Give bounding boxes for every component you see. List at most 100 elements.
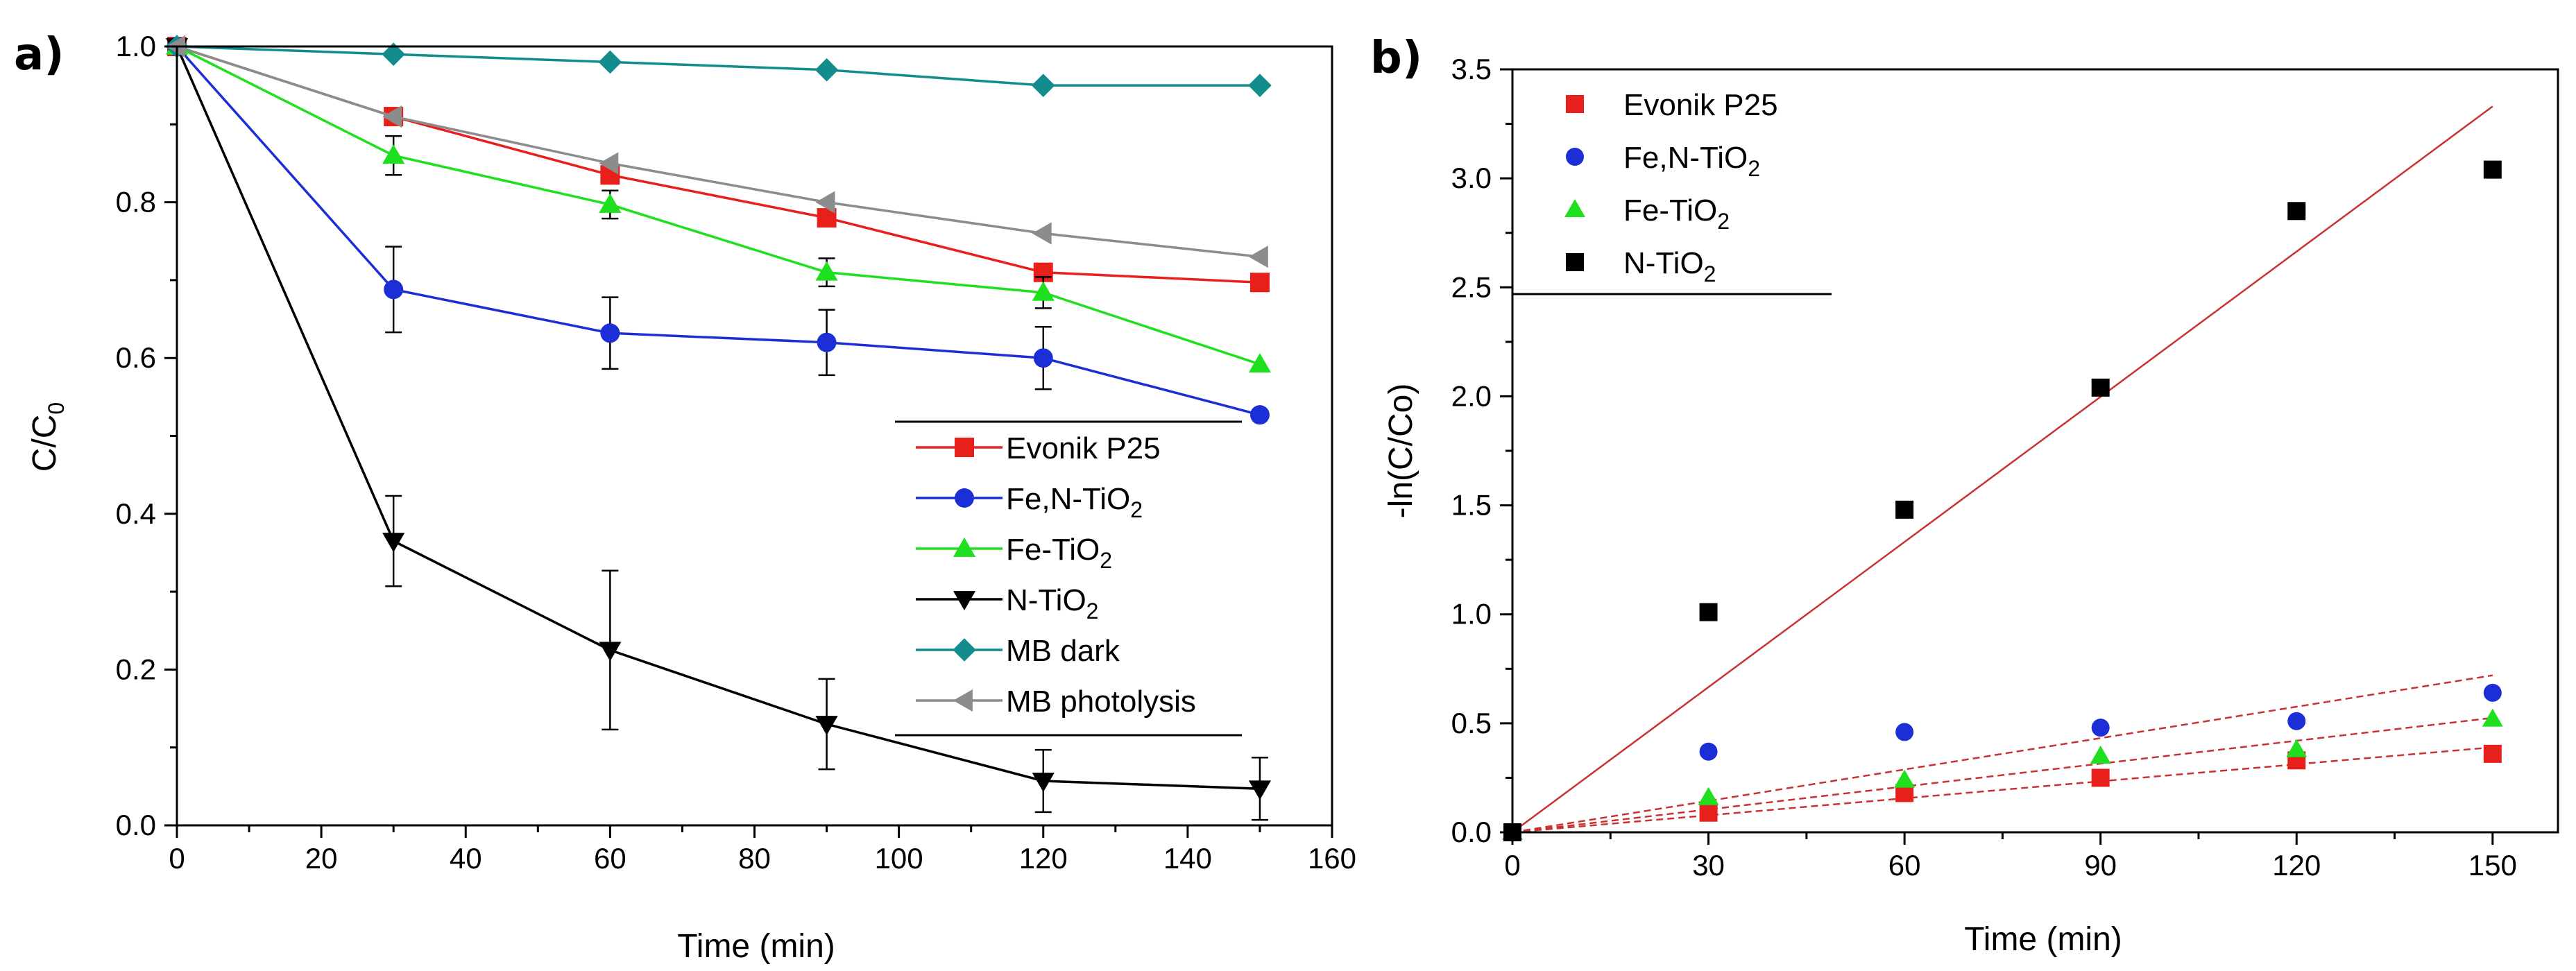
panel-a-point-fe-n-tio2 (1033, 348, 1053, 368)
panel-a-line-mb-dark (176, 45, 1260, 87)
panel-b-legend-label-n-tio2: N-TiO2 (1623, 246, 1716, 286)
panel-a-y-tick-label: 1.0 (116, 30, 156, 62)
panel-b-frame (1511, 68, 2559, 834)
panel-b-fit-line-n-tio2 (1512, 105, 2493, 834)
panel-a-y-tick-label: 0.8 (116, 186, 156, 218)
panel-a-line-n-tio2 (176, 46, 1261, 790)
panel-b-point-fe-tio2 (2090, 746, 2111, 764)
panel-b-legend-marker-evonik-p25 (1566, 95, 1584, 113)
panel-b-point-fe-n-tio2 (2287, 712, 2306, 730)
panel-b-fit-line-evonik-p25 (1512, 746, 2493, 834)
panel-a-y-tick-label: 0.2 (116, 653, 156, 685)
panel-a-legend-marker-n-tio2 (953, 591, 976, 611)
panel-a-point-n-tio2 (382, 533, 405, 553)
panel-a-y-tick-label: 0.0 (116, 809, 156, 841)
panel-b-legend: Evonik P25 Fe,N-TiO2 Fe-TiO2 N-TiO2 (1512, 88, 1832, 295)
panel-b-series-evonik-p25 (1503, 744, 2502, 841)
panel-b-legend-marker-fe-tio2 (1564, 199, 1585, 218)
panel-b-legend-marker-fe-n-tio2 (1566, 148, 1584, 166)
panel-a-legend-marker-mb-photolysis (953, 689, 973, 712)
panel-a-point-fe-n-tio2 (600, 323, 620, 343)
panel-b-point-evonik-p25 (2483, 744, 2502, 763)
panel-b-point-fe-n-tio2 (2483, 683, 2502, 702)
panel-a-legend-label-fe-n-tio2: Fe,N-TiO2 (1006, 482, 1143, 522)
panel-a-point-fe-tio2 (1032, 281, 1055, 301)
panel-a-legend-label-fe-tio2: Fe-TiO2 (1006, 533, 1112, 573)
panel-b: b) 0 30 60 90 120 150 0.0 0.5 1.0 1.5 2.0 2.5 3.0 3.5… (1370, 33, 2559, 958)
panel-b-legend-label-fe-tio2: Fe-TiO2 (1623, 194, 1730, 234)
panel-b-point-n-tio2 (2091, 378, 2110, 397)
panel-a-point-mb-photolysis (815, 191, 835, 214)
panel-a-x-title: Time (min) (677, 928, 835, 965)
panel-a-legend-label-evonik-p25: Evonik P25 (1006, 431, 1161, 465)
panel-b-point-evonik-p25 (1699, 803, 1718, 822)
panel-a-line-evonik-p25 (176, 45, 1261, 284)
panel-a-legend-marker-evonik-p25 (955, 438, 974, 457)
panel-a-point-fe-tio2 (382, 144, 405, 164)
panel-b-y-tick-label: 3.5 (1451, 53, 1492, 85)
panel-a-x-tick-label: 80 (738, 842, 771, 875)
panel-a-x-tick-label: 100 (875, 842, 923, 875)
panel-b-x-tick-label: 60 (1888, 849, 1921, 882)
panel-b-y-tick-label: 2.0 (1451, 379, 1492, 412)
panel-a-x-tick-label: 40 (450, 842, 482, 875)
panel-a-series-evonik-p25 (167, 37, 1270, 293)
panel-b-x-tick-label: 30 (1692, 849, 1725, 882)
panel-a-legend-label-n-tio2: N-TiO2 (1006, 583, 1098, 624)
panel-b-point-n-tio2 (1699, 603, 1718, 621)
panel-a-legend-marker-fe-tio2 (953, 537, 976, 557)
panel-a-y-tick-label: 0.6 (116, 341, 156, 374)
panel-a-line-mb-photolysis (176, 45, 1261, 258)
panel-b-x-title: Time (min) (1964, 921, 2122, 958)
panel-b-x-tick-label: 120 (2272, 849, 2321, 882)
panel-a-point-mb-photolysis (599, 152, 619, 175)
panel-a-legend-marker-fe-n-tio2 (955, 488, 974, 508)
panel-a: a) 0 20 40 60 80 100 120 140 160 0.0 0.2 0.4 0.6 0.8 1… (14, 29, 1356, 965)
panel-b-point-fe-tio2 (1698, 787, 1719, 805)
panel-a-legend-label-mb-dark: MB dark (1006, 634, 1120, 668)
panel-b-x-tick-label: 150 (2468, 849, 2517, 882)
panel-a-point-mb-photolysis (1032, 222, 1052, 245)
panel-a-y-tick-label: 0.4 (116, 497, 156, 530)
panel-b-fit-line-fe-n-tio2 (1512, 674, 2493, 834)
panel-a-point-fe-tio2 (599, 193, 622, 213)
panel-a-point-evonik-p25 (1249, 273, 1270, 293)
panel-b-y-title: -ln(C/Co) (1383, 384, 1419, 519)
panel-b-y-tick-label: 1.0 (1451, 598, 1492, 630)
panel-b-y-tick-label: 0.0 (1451, 816, 1492, 848)
panel-a-x-tick-label: 60 (594, 842, 626, 875)
panel-a-point-n-tio2 (599, 642, 622, 662)
panel-a-point-mb-dark (598, 50, 622, 74)
panel-b-label: b) (1370, 33, 1422, 84)
panel-b-point-fe-n-tio2 (2091, 719, 2110, 737)
panel-a-line-fe-tio2 (176, 45, 1261, 366)
panel-b-fit-line-fe-tio2 (1512, 716, 2493, 834)
panel-a-point-mb-dark (814, 58, 839, 82)
panel-a-series-fe-tio2 (165, 35, 1272, 373)
panel-a-series-mb-dark (165, 35, 1272, 97)
panel-a-x-tick-label: 140 (1163, 842, 1212, 875)
panel-a-point-n-tio2 (815, 716, 838, 736)
panel-b-point-fe-tio2 (2286, 739, 2308, 757)
panel-b-point-fe-n-tio2 (1699, 742, 1718, 761)
panel-a-point-fe-n-tio2 (1249, 405, 1270, 425)
panel-a-point-fe-tio2 (815, 261, 838, 281)
panel-a-point-n-tio2 (1032, 773, 1055, 793)
panel-a-series-mb-photolysis (165, 35, 1268, 268)
panel-a-x-tick-label: 160 (1308, 842, 1356, 875)
panel-b-y-tick-label: 1.5 (1451, 489, 1492, 522)
panel-a-y-title: C/C0 (26, 402, 69, 472)
panel-b-point-fe-tio2 (1894, 769, 1916, 788)
panel-b-point-fe-tio2 (2482, 708, 2503, 727)
panel-b-point-n-tio2 (2483, 160, 2502, 179)
panel-b-legend-marker-n-tio2 (1566, 253, 1584, 271)
panel-b-y-tick-label: 3.0 (1451, 162, 1492, 194)
panel-a-point-mb-photolysis (382, 105, 402, 128)
panel-a-legend: Evonik P25 Fe,N-TiO2 Fe-TiO2 N-TiO2 MB dark M… (895, 420, 1242, 737)
panel-a-series-fe-n-tio2 (167, 37, 1270, 425)
panel-a-legend-label-mb-photolysis: MB photolysis (1006, 685, 1196, 719)
panel-b-x-tick-label: 90 (2084, 849, 2117, 882)
panel-b-legend-label-fe-n-tio2: Fe,N-TiO2 (1623, 141, 1760, 181)
panel-b-y-tick-label: 0.5 (1451, 707, 1492, 739)
